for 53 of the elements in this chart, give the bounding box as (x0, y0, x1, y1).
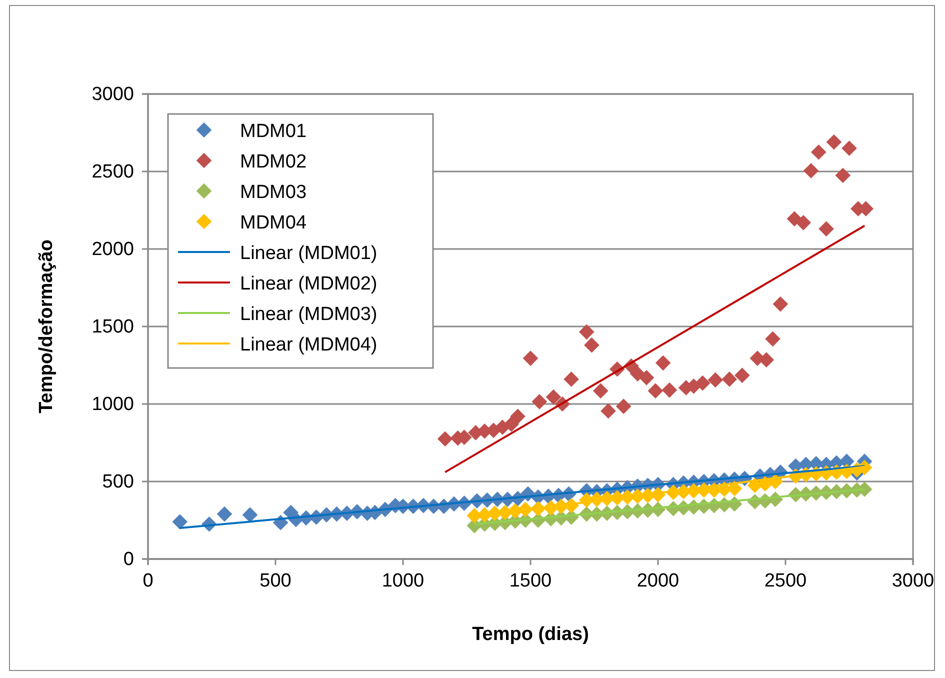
legend-label: MDM03 (240, 182, 307, 203)
point (796, 214, 812, 230)
y-tick-label: 1500 (92, 316, 134, 338)
y-tick-label: 2500 (92, 162, 134, 183)
x-tick-label: 500 (260, 570, 292, 592)
legend-label: Linear (MDM01) (240, 243, 378, 264)
point (722, 372, 738, 387)
y-tick-label: 500 (102, 472, 134, 493)
y-axis-title: Tempo/deformação (36, 240, 57, 414)
point (638, 370, 654, 386)
point (694, 375, 710, 391)
x-tick-label: 1500 (509, 570, 552, 592)
point (532, 394, 548, 410)
point (826, 134, 842, 150)
point (708, 372, 724, 388)
legend-label: Linear (MDM03) (240, 304, 378, 325)
point (584, 337, 600, 353)
point (522, 350, 538, 366)
point (578, 324, 594, 340)
point (546, 389, 562, 405)
point (504, 416, 520, 432)
point (564, 372, 579, 387)
point (765, 331, 780, 347)
point (772, 296, 788, 312)
x-tick-label: 2000 (636, 570, 680, 592)
point (655, 355, 671, 371)
point (616, 398, 632, 414)
point (648, 383, 664, 398)
y-tick-label: 0 (123, 549, 134, 570)
point (662, 382, 678, 398)
x-tick-label: 2500 (764, 570, 807, 592)
point (600, 403, 616, 419)
point (835, 168, 851, 184)
point (842, 140, 857, 156)
point (592, 383, 608, 398)
legend-label: MDM04 (240, 212, 307, 234)
point (734, 368, 750, 383)
y-tick-label: 1000 (92, 394, 134, 416)
point (810, 144, 826, 160)
legend-label: Linear (MDM04) (240, 334, 378, 356)
x-tick-label: 0 (142, 570, 154, 592)
legend-label: Linear (MDM02) (240, 274, 378, 294)
point (803, 163, 819, 178)
legend-label: MDM01 (240, 121, 307, 142)
legend-label: MDM02 (240, 152, 307, 172)
x-tick-label: 1000 (382, 570, 424, 592)
x-axis-title: Tempo (dias) (472, 624, 589, 645)
point (510, 408, 526, 424)
y-tick-label: 3000 (92, 84, 134, 106)
y-tick-label: 2000 (92, 239, 134, 260)
x-tick-label: 3000 (892, 570, 934, 592)
point (437, 431, 453, 447)
point (818, 221, 834, 237)
